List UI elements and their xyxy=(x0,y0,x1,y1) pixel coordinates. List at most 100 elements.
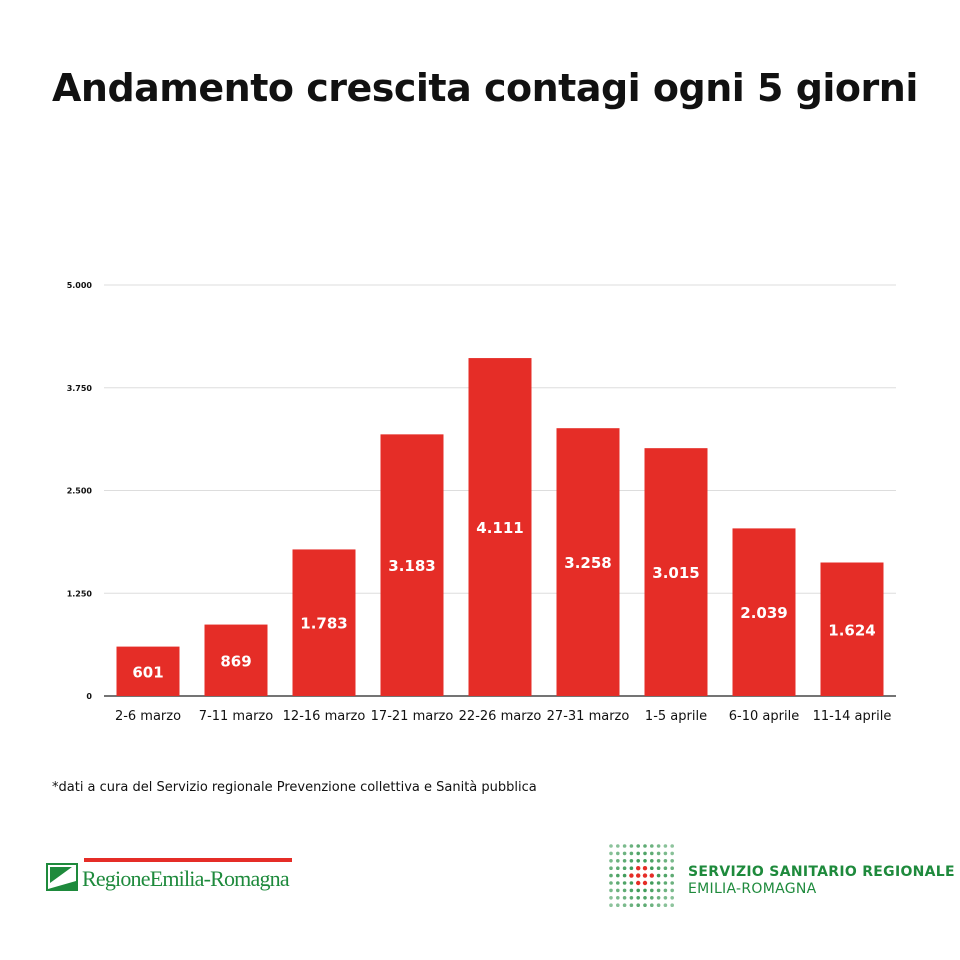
logo-dot xyxy=(616,881,620,885)
logo-dot xyxy=(616,903,620,907)
bar-value-label: 3.015 xyxy=(652,564,699,582)
logo-dot xyxy=(656,851,661,856)
regione-flag-icon xyxy=(46,863,78,891)
y-tick-label: 3.750 xyxy=(67,384,93,393)
logo-dot xyxy=(650,903,654,907)
logo-dot xyxy=(663,903,668,907)
ssr-name-line1: SERVIZIO SANITARIO REGIONALE xyxy=(688,864,955,880)
bar xyxy=(732,528,796,696)
bar xyxy=(116,646,180,696)
bar xyxy=(292,549,356,696)
logo-dot xyxy=(663,888,668,893)
logo-dot xyxy=(636,888,640,893)
logo-dot xyxy=(650,844,654,848)
bar-value-label: 869 xyxy=(220,652,251,670)
logo-dot xyxy=(670,881,674,885)
logo-dot xyxy=(670,859,674,863)
logo-dot xyxy=(622,873,627,878)
logo-dot xyxy=(643,859,647,863)
logo-dot xyxy=(636,896,640,900)
logo-dot xyxy=(616,888,620,893)
bar xyxy=(204,624,268,696)
x-category-label: 7-11 marzo xyxy=(199,709,273,724)
logo-dot xyxy=(656,903,661,907)
x-category-label: 2-6 marzo xyxy=(115,709,181,724)
logo-dot xyxy=(642,866,648,871)
logo-dot xyxy=(656,873,661,878)
logo-dot xyxy=(670,851,674,856)
x-category-label: 11-14 aprile xyxy=(813,709,892,724)
logo-dot xyxy=(616,844,620,848)
y-tick-label: 0 xyxy=(86,692,92,701)
logo-dot xyxy=(616,851,620,856)
logo-dot xyxy=(636,880,641,886)
logo-dot xyxy=(656,866,661,870)
logo-dot xyxy=(609,859,613,863)
logo-dot xyxy=(622,896,627,900)
logo-dot xyxy=(670,896,674,900)
logo-dot xyxy=(609,851,613,856)
logo-dot xyxy=(616,866,620,870)
logo-dot xyxy=(629,873,634,878)
logo-dot xyxy=(656,844,661,848)
logo-dot xyxy=(622,888,627,893)
logo-dot xyxy=(656,888,661,893)
logo-dot xyxy=(622,851,627,856)
logo-dot xyxy=(642,873,648,878)
x-category-label: 1-5 aprile xyxy=(645,709,707,724)
logo-dot xyxy=(650,851,654,856)
logo-dot xyxy=(663,881,668,885)
logo-dot xyxy=(636,866,641,871)
logo-dot xyxy=(609,881,613,885)
logo-dot xyxy=(663,873,668,878)
bar-value-label: 2.039 xyxy=(740,604,787,622)
logo-dot xyxy=(650,859,654,863)
ssr-name-line2: EMILIA-ROMAGNA xyxy=(688,881,817,897)
bar-value-label: 3.183 xyxy=(388,557,435,575)
logo-dot xyxy=(663,896,668,900)
logo-dot xyxy=(616,896,620,900)
logo-dot xyxy=(636,903,640,907)
bar-value-label: 1.783 xyxy=(300,615,347,633)
logo-dot xyxy=(629,896,634,900)
logo-dot xyxy=(636,873,641,878)
y-tick-label: 1.250 xyxy=(67,589,93,598)
logo-dot xyxy=(629,881,634,885)
logo-dot xyxy=(622,866,627,870)
logo-dot xyxy=(629,851,634,856)
bar xyxy=(380,434,444,696)
bar-chart: 0 1.250 2.500 3.750 5.000 601 2-6 marzo 869 7-11… xyxy=(67,281,896,724)
logo-red-line xyxy=(84,858,292,862)
logo-dot xyxy=(629,859,634,863)
logo-dot xyxy=(656,859,661,863)
bar xyxy=(644,448,708,696)
logo-dot xyxy=(616,859,620,863)
logo-dot xyxy=(609,866,613,870)
logo-dot xyxy=(643,896,647,900)
logo-dot xyxy=(609,896,613,900)
ssr-logo: SERVIZIO SANITARIO REGIONALE EMILIA-ROMA… xyxy=(608,843,955,913)
logo-dot xyxy=(622,844,627,848)
bar xyxy=(820,562,884,696)
logo-dot xyxy=(650,866,654,870)
logo-dot xyxy=(636,859,640,863)
bar xyxy=(468,358,532,696)
x-category-label: 27-31 marzo xyxy=(547,709,630,724)
regione-logo: RegioneEmilia-Romagna xyxy=(46,855,296,895)
chart-title: Andamento crescita contagi ogni 5 giorni xyxy=(52,66,918,110)
logo-dot xyxy=(622,903,627,907)
logo-dot xyxy=(670,873,674,878)
bar-value-label: 3.258 xyxy=(564,554,611,572)
logo-dot xyxy=(649,873,654,878)
logo-dot xyxy=(663,866,668,870)
logo-dot xyxy=(629,844,634,848)
x-category-label: 12-16 marzo xyxy=(283,709,366,724)
logo-dot xyxy=(643,851,647,856)
logo-dot xyxy=(609,844,613,848)
logo-dot xyxy=(670,844,674,848)
logo-dot xyxy=(670,888,674,893)
logo-dot xyxy=(663,851,668,856)
logo-dot xyxy=(643,903,647,907)
bar-value-label: 4.111 xyxy=(476,519,523,537)
logo-dot xyxy=(650,881,654,885)
